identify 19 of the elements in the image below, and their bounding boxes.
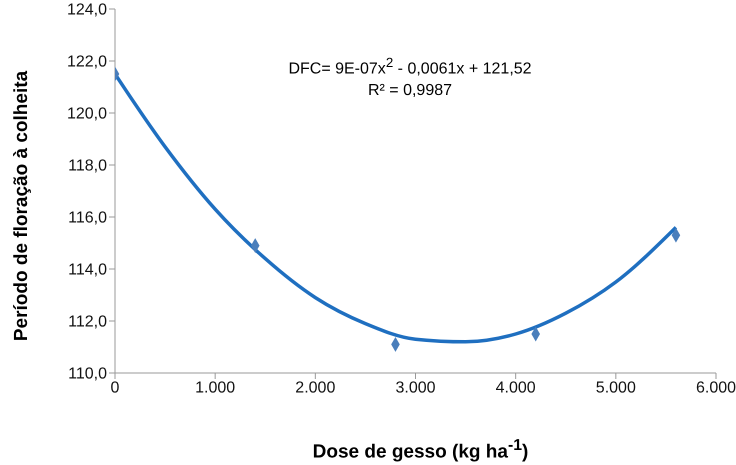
y-tick-label: 114,0: [68, 262, 108, 279]
y-tick-label: 116,0: [68, 210, 108, 227]
x-tick-label: 1.000: [195, 379, 236, 396]
x-axis-title: Dose de gesso (kg ha$^{-1}$): [312, 436, 530, 463]
x-tick-label: 0: [110, 379, 120, 396]
annotation: DFC= 9E-07x$^{2}$ - 0,0061x + 121,52: [287, 54, 533, 80]
y-tick-label: 124,0: [66, 2, 108, 19]
x-tick-label: 5.000: [596, 379, 636, 396]
y-tick-label: 122,0: [66, 54, 108, 71]
x-tick-label: 4.000: [496, 379, 536, 396]
y-tick-label: 120,0: [66, 106, 108, 123]
y-tick-label: 110,0: [68, 366, 108, 383]
x-tick-label: 3.000: [395, 379, 436, 396]
y-axis-title: Período de floração à colheita: [11, 70, 33, 342]
y-tick-label: 112,0: [68, 314, 108, 331]
annotation: R² = 0,9987: [366, 81, 454, 102]
x-tick-label: 6.000: [696, 379, 736, 396]
x-tick-label: 2.000: [295, 379, 336, 396]
y-tick-label: 118,0: [68, 158, 108, 175]
